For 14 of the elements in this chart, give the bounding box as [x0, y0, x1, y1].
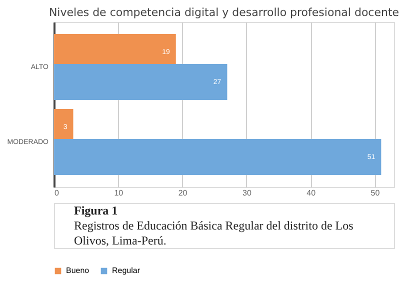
chart-title: Niveles de competencia digital y desarrollo profesional docente: [48, 6, 400, 19]
text: Registros de Educación Básica Regular del distrito de Los: [74, 218, 354, 232]
x-tick-label: 0: [54, 188, 60, 198]
text: Figura 1: [74, 204, 118, 218]
text: Olivos, Lima-Perú.: [74, 234, 166, 248]
legend-label: Bueno: [66, 266, 90, 275]
x-tick-label: 50: [370, 188, 380, 198]
x-tick-label: 30: [242, 188, 252, 198]
x-tick-label: 20: [178, 188, 188, 198]
bar: [54, 139, 382, 175]
bar: [54, 64, 228, 100]
x-tick-label: 10: [114, 188, 124, 198]
legend-label: Regular: [112, 266, 140, 275]
x-tick-label: 40: [306, 188, 316, 198]
